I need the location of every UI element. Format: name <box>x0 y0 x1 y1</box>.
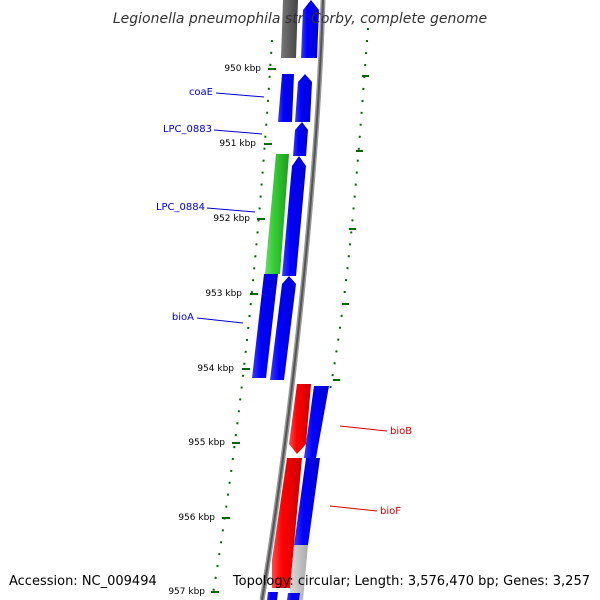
genome-backbone-core <box>261 0 324 600</box>
gene-block-rna-LPC0884 <box>265 154 289 274</box>
gene-block-forward-bioA <box>252 274 278 378</box>
gene-arrow-forward-bioA <box>270 276 296 380</box>
gene-block-light-bottom <box>289 545 308 600</box>
gene-block-grey-top <box>281 0 298 58</box>
gene-block-forward-bioB-partner <box>304 386 329 458</box>
gene-label-coaE: coaE <box>189 87 213 98</box>
map-title: Legionella pneumophila str. Corby, compl… <box>113 11 487 27</box>
gene-block-bottom-left <box>267 592 278 600</box>
gene-leader-line <box>213 129 263 135</box>
accession-text: Accession: NC_009494 <box>9 574 157 589</box>
outer-guide-track <box>329 27 369 391</box>
gene-labels: coaE LPC_0883 LPC_0884 bioA bioB bioF <box>156 87 412 517</box>
ruler-tick-label: 953 kbp <box>205 289 242 299</box>
gene-label-LPC0883: LPC_0883 <box>163 124 212 135</box>
gene-leader-line <box>196 317 244 324</box>
ruler-tick-label: 957 kbp <box>168 587 205 597</box>
ruler-tick-label: 956 kbp <box>178 513 215 523</box>
genome-summary-text: Topology: circular; Length: 3,576,470 bp… <box>232 574 590 589</box>
gene-block-forward-coaE <box>278 74 294 122</box>
gene-leader-line <box>215 92 265 98</box>
gene-label-bioF: bioF <box>380 506 401 517</box>
gene-block-forward-bioF-partner <box>294 458 320 545</box>
ruler-tick-label: 955 kbp <box>188 438 225 448</box>
ruler-track <box>211 39 273 600</box>
gene-arrow-reverse-bioF <box>272 458 302 588</box>
gene-arrow-forward-LPC0884 <box>282 156 306 276</box>
gene-label-bioA: bioA <box>172 312 194 323</box>
ruler-tick-label: 952 kbp <box>213 214 250 224</box>
gene-arrow-reverse-bioB <box>289 384 311 454</box>
gene-block-bottom-right <box>287 593 300 600</box>
gene-label-bioB: bioB <box>390 426 412 437</box>
gene-leader-line <box>339 425 388 432</box>
ruler-tick-label: 951 kbp <box>219 139 256 149</box>
gene-block-forward-top <box>301 0 319 58</box>
ruler-ticks: 950 kbp 951 kbp 952 kbp 953 kbp 954 kbp … <box>168 64 276 597</box>
outer-track-dashes <box>333 75 369 381</box>
gene-leader-line <box>206 207 256 213</box>
ruler-tick-label: 954 kbp <box>197 364 234 374</box>
ruler-tick-label: 950 kbp <box>224 64 261 74</box>
gene-leader-line <box>329 505 378 512</box>
gene-arrow-forward-LPC0883 <box>293 122 308 156</box>
gene-arrow-forward-coaE <box>295 74 312 122</box>
gene-label-LPC0884: LPC_0884 <box>156 202 205 213</box>
